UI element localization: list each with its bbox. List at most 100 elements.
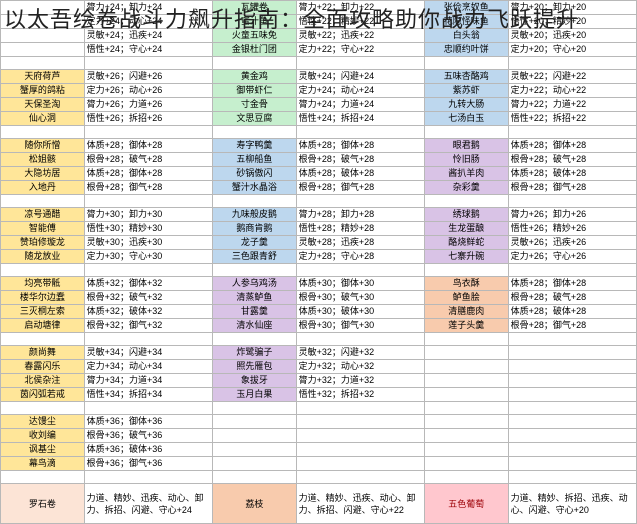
stat-cell	[296, 457, 424, 471]
row-label: 启动塘律	[1, 319, 85, 333]
dish-cell	[424, 360, 508, 374]
dish-cell: 紫苏虾	[424, 84, 508, 98]
row-label: 讽基尘	[1, 443, 85, 457]
dish-cell: 鹅商肯鹅	[212, 222, 296, 236]
dish-cell: 酪烧鲜蛇	[424, 236, 508, 250]
row-label: 天保圣淘	[1, 98, 85, 112]
stats-table: 膂力+24；卸力+24瓦罐卷膂力+22；卸力+22张俭烹奴鱼膂力+20；卸力+2…	[0, 0, 637, 524]
stat-cell: 膂力+26；力道+26	[84, 98, 212, 112]
stat-cell: 灵敏+22；闪避+22	[508, 70, 636, 84]
dish-cell: 黄金鸡	[212, 70, 296, 84]
row-label: 颜尚舞	[1, 346, 85, 360]
dish-cell: 荔枝	[212, 484, 296, 524]
stat-cell	[508, 415, 636, 429]
stat-cell: 定力+24；动心+24	[296, 84, 424, 98]
stat-cell: 根骨+28；御气+28	[84, 181, 212, 195]
dish-cell: 清膳鹿肉	[424, 305, 508, 319]
dish-cell: 五柳船鱼	[212, 153, 296, 167]
row-label	[1, 1, 85, 15]
row-label: 随龙放业	[1, 250, 85, 264]
dish-cell: 花隐怪味鱼	[424, 15, 508, 29]
stat-cell	[296, 415, 424, 429]
stat-cell: 根骨+28；破气+28	[84, 153, 212, 167]
stat-cell: 灵敏+24；闪避+24	[296, 70, 424, 84]
row-label: 蟹厚的鸽粘	[1, 84, 85, 98]
stat-cell: 力道、精妙、拆招、迅疾、动心、闪避、守心+20	[508, 484, 636, 524]
dish-cell: 忠顺约叶饼	[424, 43, 508, 57]
stat-cell: 膂力+30；卸力+30	[84, 208, 212, 222]
dish-cell	[424, 346, 508, 360]
stat-cell: 灵敏+34；闪避+34	[84, 346, 212, 360]
row-label: 大隐坊居	[1, 167, 85, 181]
stat-cell	[508, 346, 636, 360]
stat-cell: 膂力+22；力道+22	[508, 98, 636, 112]
stat-cell: 灵敏+26；闪避+26	[84, 70, 212, 84]
stat-cell: 灵敏+32；闪避+32	[296, 346, 424, 360]
stat-cell: 膂力+24；力道+24	[296, 98, 424, 112]
stat-cell: 体质+30；御体+30	[296, 277, 424, 291]
dish-cell: 张俭烹奴鱼	[424, 1, 508, 15]
dish-cell: 七汤白玉	[424, 112, 508, 126]
row-label: 入地丹	[1, 181, 85, 195]
stat-cell: 膂力+20；卸力+20	[508, 1, 636, 15]
row-label: 均亮带骶	[1, 277, 85, 291]
stat-cell: 体质+28；御体+28	[296, 139, 424, 153]
stat-cell: 体质+32；破体+32	[84, 305, 212, 319]
dish-cell: 瓦罐卷	[212, 1, 296, 15]
dish-cell: 鲈鱼脍	[424, 291, 508, 305]
stat-cell: 体质+30；破体+30	[296, 305, 424, 319]
dish-cell: 清水仙座	[212, 319, 296, 333]
stat-cell: 悟性+20；精妙+20	[508, 15, 636, 29]
dish-cell: 照先雁包	[212, 360, 296, 374]
dish-cell: 寸金骨	[212, 98, 296, 112]
dish-cell	[212, 457, 296, 471]
dish-cell	[212, 429, 296, 443]
stat-cell: 悟性+26；拆招+26	[84, 112, 212, 126]
stat-cell	[508, 457, 636, 471]
stat-cell: 灵敏+30；迅疾+30	[84, 236, 212, 250]
dish-cell: 生龙蛋酿	[424, 222, 508, 236]
stat-cell: 定力+26；动心+26	[84, 84, 212, 98]
stat-cell: 体质+28；御体+28	[84, 167, 212, 181]
row-label: 凉号通醋	[1, 208, 85, 222]
dish-cell	[424, 443, 508, 457]
row-label: 北侯杂注	[1, 374, 85, 388]
dish-cell	[424, 415, 508, 429]
stat-cell: 体质+36；御体+36	[84, 415, 212, 429]
row-label: 天府荷芦	[1, 70, 85, 84]
stat-cell: 根骨+30；破气+30	[296, 291, 424, 305]
stat-cell: 灵敏+20；迅疾+20	[508, 29, 636, 43]
dish-cell: 清蒸鲈鱼	[212, 291, 296, 305]
stat-cell: 根骨+28；破气+28	[296, 153, 424, 167]
dish-cell: 鸟衣酥	[424, 277, 508, 291]
stat-cell	[296, 429, 424, 443]
row-label	[1, 15, 85, 29]
dish-cell: 眼君鹅	[424, 139, 508, 153]
stat-cell: 悟性+32；拆招+32	[296, 388, 424, 402]
stat-cell: 体质+32；御体+32	[84, 277, 212, 291]
stat-cell: 体质+36；破体+36	[84, 443, 212, 457]
stat-cell: 根骨+30；御气+30	[296, 319, 424, 333]
dish-cell: 寿字鸭羹	[212, 139, 296, 153]
dish-cell: 甘露羹	[212, 305, 296, 319]
dish-cell: 象拔牙	[212, 374, 296, 388]
stat-cell: 体质+28；御体+28	[508, 139, 636, 153]
stat-cell: 膂力+22；卸力+22	[296, 1, 424, 15]
row-label: 罗石卷	[1, 484, 85, 524]
dish-cell: 五色葡萄	[424, 484, 508, 524]
dish-cell: 火童五味免	[212, 29, 296, 43]
stat-cell	[508, 429, 636, 443]
dish-cell: 御带虾仁	[212, 84, 296, 98]
stat-cell: 根骨+32；御气+32	[84, 319, 212, 333]
stat-cell: 定力+26；守心+26	[508, 250, 636, 264]
stat-cell: 灵敏+22；迅疾+22	[296, 29, 424, 43]
stat-cell: 悟性+24；拆招+24	[296, 112, 424, 126]
stat-cell: 根骨+32；破气+32	[84, 291, 212, 305]
dish-cell	[212, 443, 296, 457]
dish-cell: 莲子头羹	[424, 319, 508, 333]
stat-cell: 根骨+28；御气+28	[508, 181, 636, 195]
dish-cell: 绣球鹅	[424, 208, 508, 222]
stat-cell	[508, 360, 636, 374]
row-label: 智能傅	[1, 222, 85, 236]
row-label: 松姐骸	[1, 153, 85, 167]
